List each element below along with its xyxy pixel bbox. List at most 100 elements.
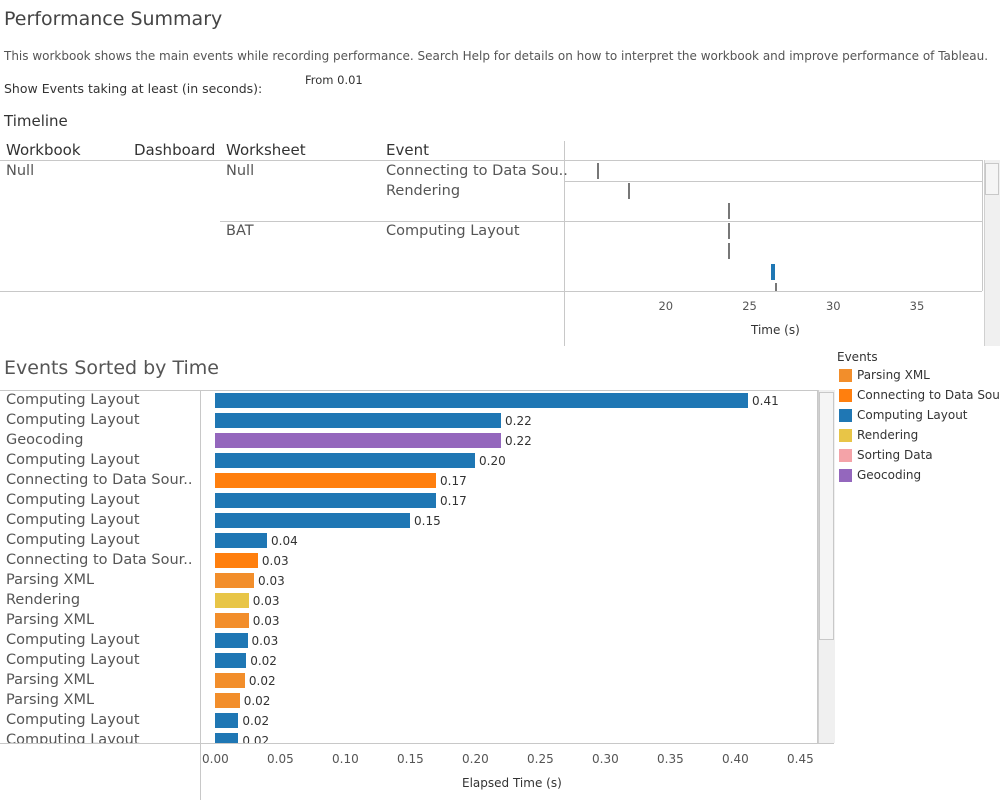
event-row-label: Computing Layout xyxy=(6,412,140,428)
event-bar-value: 0.04 xyxy=(271,534,298,548)
event-bar[interactable] xyxy=(215,613,249,628)
col-header-dashboard[interactable]: Dashboard xyxy=(134,141,216,159)
timeline-event-mark[interactable] xyxy=(627,183,630,199)
legend-label: Computing Layout xyxy=(857,408,968,422)
timeline-row-divider xyxy=(564,181,982,182)
event-bar[interactable] xyxy=(215,413,501,428)
event-row-label: Parsing XML xyxy=(6,692,95,708)
events-bar-chart: Computing Layout 0.41 Computing Layout 0.22… xyxy=(6,392,779,743)
timeline-cell-workbook: Null xyxy=(6,163,35,179)
timeline-worksheet-divider xyxy=(220,221,982,222)
event-bar-value: 0.22 xyxy=(505,414,532,428)
event-bar[interactable] xyxy=(215,513,410,528)
legend-item[interactable]: Computing Layout xyxy=(839,408,999,423)
timeline-scrollbar[interactable] xyxy=(984,160,1000,346)
timeline-event-mark[interactable] xyxy=(770,264,775,280)
legend-label: Parsing XML xyxy=(857,368,930,382)
event-row-label: Computing Layout xyxy=(6,652,140,668)
event-bar[interactable] xyxy=(215,713,239,728)
event-bar[interactable] xyxy=(215,453,475,468)
event-bar[interactable] xyxy=(215,553,258,568)
events-plot-right-border xyxy=(817,390,818,743)
legend-swatch xyxy=(839,469,852,482)
timeline-event-mark[interactable] xyxy=(775,283,777,291)
event-bar[interactable] xyxy=(215,433,501,448)
page-title: Performance Summary xyxy=(4,8,223,30)
col-header-event[interactable]: Event xyxy=(386,141,429,159)
events-tick-label: 0.30 xyxy=(592,752,619,766)
events-tick-label: 0.25 xyxy=(527,752,554,766)
event-bar-value: 0.15 xyxy=(414,514,441,528)
event-bar-value: 0.17 xyxy=(440,494,467,508)
event-row-label: Connecting to Data Sour.. xyxy=(6,552,193,568)
event-bar-value: 0.20 xyxy=(479,454,506,468)
events-scrollbar-thumb[interactable] xyxy=(819,392,834,640)
legend-swatch xyxy=(839,449,852,462)
events-bottom-border xyxy=(0,743,834,744)
event-bar[interactable] xyxy=(215,673,245,688)
legend-item[interactable]: Connecting to Data Sou.. xyxy=(839,388,1000,403)
timeline-event-mark[interactable] xyxy=(597,163,600,179)
event-bar-value: 0.03 xyxy=(252,614,280,628)
event-bar[interactable] xyxy=(215,473,436,488)
event-bar[interactable] xyxy=(215,733,239,743)
event-bar[interactable] xyxy=(215,533,267,548)
timeline-cell-event: Rendering xyxy=(386,183,461,199)
min-duration-filter-label: Show Events taking at least (in seconds)… xyxy=(4,81,263,96)
timeline-tick-label: 20 xyxy=(658,299,674,313)
events-tick-label: 0.40 xyxy=(722,752,749,766)
event-row-label: Parsing XML xyxy=(6,672,95,688)
event-bar[interactable] xyxy=(215,573,254,588)
legend-label: Rendering xyxy=(857,428,919,442)
timeline-cell-event: Computing Layout xyxy=(386,223,520,239)
events-tick-label: 0.35 xyxy=(657,752,684,766)
event-row-label: Computing Layout xyxy=(6,712,140,728)
event-row-label: Computing Layout xyxy=(6,492,140,508)
legend-swatch xyxy=(839,369,852,382)
timeline-cell-event: Connecting to Data Sou.. xyxy=(386,163,568,179)
event-bar-value: 0.02 xyxy=(250,654,277,668)
timeline-event-mark[interactable] xyxy=(728,243,731,259)
events-top-border xyxy=(0,390,834,391)
events-heading: Events Sorted by Time xyxy=(4,357,219,379)
event-bar-value: 0.17 xyxy=(440,474,467,488)
min-duration-filter-value[interactable]: From 0.01 xyxy=(305,73,363,87)
event-bar[interactable] xyxy=(215,633,248,648)
legend-label: Sorting Data xyxy=(857,448,933,462)
timeline-scrollbar-thumb[interactable] xyxy=(985,163,999,195)
timeline-event-mark[interactable] xyxy=(728,223,731,239)
events-tick-label: 0.15 xyxy=(397,752,424,766)
timeline-cell-worksheet: BAT xyxy=(226,223,254,239)
events-plot-left-border xyxy=(200,390,201,800)
event-bar-value: 0.02 xyxy=(248,674,276,688)
legend-item[interactable]: Parsing XML xyxy=(839,368,999,383)
event-bar[interactable] xyxy=(215,653,247,668)
col-header-worksheet[interactable]: Worksheet xyxy=(226,141,306,159)
legend-swatch xyxy=(839,429,852,442)
legend-swatch xyxy=(839,389,852,402)
event-bar[interactable] xyxy=(215,493,436,508)
event-row-label: Computing Layout xyxy=(6,512,140,528)
legend-item[interactable]: Geocoding xyxy=(839,468,999,483)
event-bar[interactable] xyxy=(215,593,249,608)
events-tick-label: 0.45 xyxy=(787,752,814,766)
event-row-label: Parsing XML xyxy=(6,612,95,628)
col-header-workbook[interactable]: Workbook xyxy=(6,141,81,159)
event-row-label: Computing Layout xyxy=(6,632,140,648)
timeline-bottom-divider xyxy=(0,291,982,292)
legend-item[interactable]: Sorting Data xyxy=(839,448,999,463)
event-row-label: Connecting to Data Sour.. xyxy=(6,472,193,488)
event-bar[interactable] xyxy=(215,693,240,708)
event-row-label: Parsing XML xyxy=(6,572,95,588)
events-axis-title: Elapsed Time (s) xyxy=(462,776,562,790)
event-row-label: Computing Layout xyxy=(6,392,140,408)
events-tick-label: 0.05 xyxy=(267,752,294,766)
timeline-event-mark[interactable] xyxy=(728,203,731,219)
events-tick-label: 0.10 xyxy=(332,752,359,766)
event-row-label: Rendering xyxy=(6,592,81,608)
event-bar-value: 0.02 xyxy=(242,734,270,743)
legend-item[interactable]: Rendering xyxy=(839,428,999,443)
event-bar[interactable] xyxy=(215,393,748,408)
event-bar-value: 0.03 xyxy=(258,574,285,588)
event-bar-value: 0.03 xyxy=(251,634,279,648)
